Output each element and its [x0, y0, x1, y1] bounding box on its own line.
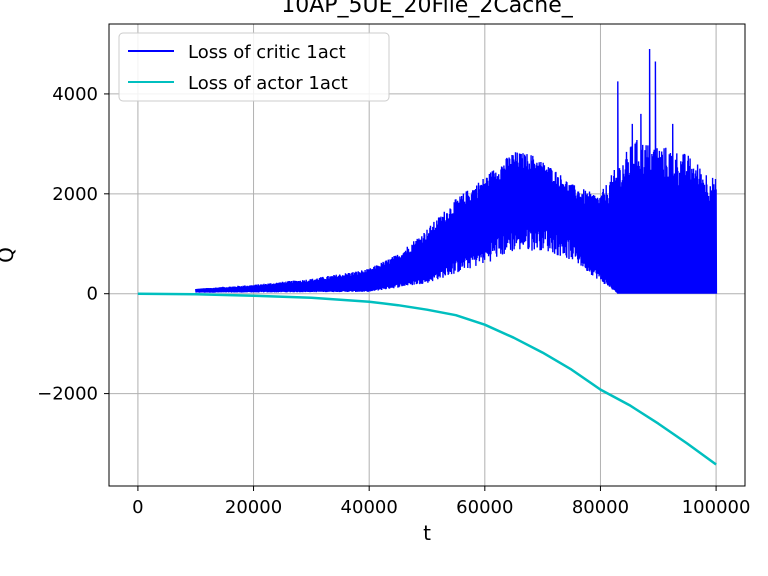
x-tick-label: 0 [132, 497, 143, 518]
x-axis-ticks: 0 20000 40000 60000 80000 100000 [132, 486, 750, 518]
x-tick-label: 100000 [682, 497, 751, 518]
y-tick-label: 0 [87, 284, 98, 305]
legend-box [118, 32, 390, 102]
actor-loss-line [137, 292, 717, 466]
legend-label: Loss of critic 1act [188, 42, 346, 63]
y-tick-label: 2000 [52, 184, 98, 205]
x-tick-label: 40000 [341, 497, 398, 518]
chart-title: 10AP_5UE_20File_2Cache_ [281, 0, 574, 18]
x-tick-label: 20000 [225, 497, 282, 518]
y-tick-label: −2000 [37, 384, 98, 405]
legend: Loss of critic 1act Loss of actor 1act [118, 32, 390, 102]
y-tick-label: 4000 [52, 84, 98, 105]
legend-label: Loss of actor 1act [188, 73, 348, 94]
series-layer [137, 48, 718, 466]
plot-frame [108, 23, 746, 487]
y-axis-ticks: −2000 0 2000 4000 [37, 84, 109, 405]
x-tick-label: 60000 [456, 497, 513, 518]
x-axis-label: t [423, 521, 431, 545]
x-tick-label: 80000 [572, 497, 629, 518]
critic-loss-line [195, 48, 718, 294]
y-axis-label: Q [0, 247, 18, 263]
